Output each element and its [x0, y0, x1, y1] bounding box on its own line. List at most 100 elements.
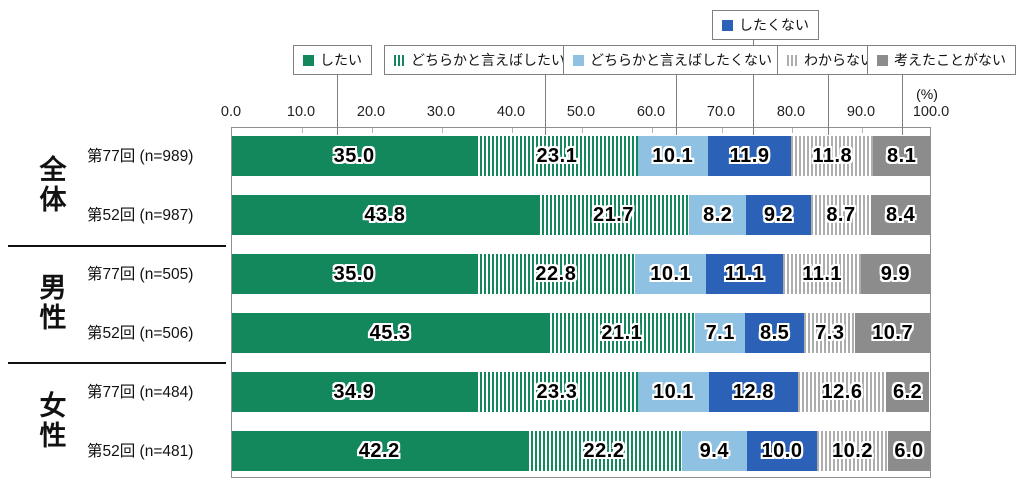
legend-leader-line: [545, 71, 546, 135]
bar-value-label: 10.1: [652, 144, 694, 167]
bar-value-label: 22.8: [535, 262, 577, 285]
bar-segment: 35.0: [232, 254, 477, 294]
bar-segment: 8.5: [745, 313, 805, 353]
bar-segment: 11.8: [791, 136, 874, 176]
group-separator: [8, 245, 226, 247]
bar-segment: 22.8: [476, 254, 636, 294]
legend-item: 考えたことがない: [867, 45, 1016, 75]
bar-segment: 11.9: [708, 136, 792, 176]
bar-value-label: 9.2: [763, 203, 794, 226]
bar-segment: 8.1: [873, 136, 930, 176]
axis-tick-mark: [792, 128, 793, 133]
bar-segment: 22.2: [526, 431, 682, 471]
group-label: 全体: [39, 154, 67, 215]
bar-segment: 10.2: [816, 431, 889, 471]
axis-tick-mark: [582, 128, 583, 133]
group-label: 男性: [39, 272, 67, 333]
legend-swatch-icon: [722, 19, 733, 31]
legend-label: したい: [320, 52, 362, 68]
bar-value-label: 8.7: [826, 203, 856, 226]
bar-value-label: 43.8: [364, 203, 406, 226]
bar-row: 35.0 22.8 10.1 11.1 11.1 9.9: [232, 254, 930, 294]
bar-segment: 10.0: [747, 431, 817, 471]
x-axis-tick-label: 90.0: [846, 104, 876, 120]
axis-tick-mark: [442, 128, 443, 133]
x-axis-tick-label: 0.0: [220, 104, 242, 120]
axis-unit-label: (%): [916, 86, 938, 102]
bar-value-label: 45.3: [369, 321, 411, 344]
legend-label: わからない: [804, 52, 874, 68]
bar-value-label: 11.8: [812, 144, 853, 167]
legend-item: したくない: [712, 10, 819, 40]
legend-leader-line: [753, 36, 754, 135]
bar-value-label: 21.7: [592, 203, 634, 226]
bar-value-label: 22.2: [583, 439, 625, 462]
legend-swatch-icon: [573, 54, 584, 66]
bar-segment: 8.7: [810, 195, 872, 235]
bar-value-label: 6.2: [892, 380, 923, 403]
bar-row: 43.8 21.7 8.2 9.2 8.7 8.4: [232, 195, 930, 235]
bar-segment: 21.7: [537, 195, 690, 235]
x-axis-tick-label: 70.0: [706, 104, 736, 120]
legend-label: 考えたことがない: [894, 52, 1006, 68]
bar-segment: 12.6: [798, 372, 886, 412]
bar-value-label: 12.8: [732, 380, 774, 403]
legend-leader-line: [902, 71, 903, 135]
axis-tick-mark: [372, 128, 373, 133]
bar-value-label: 21.1: [601, 321, 643, 344]
bar-segment: 9.2: [746, 195, 811, 235]
axis-tick-mark: [302, 128, 303, 133]
axis-tick-mark: [652, 128, 653, 133]
bar-segment: 23.3: [475, 372, 639, 412]
bar-segment: 10.1: [637, 136, 709, 176]
legend-item: したい: [293, 45, 372, 75]
x-axis-tick-label: 30.0: [426, 104, 456, 120]
bar-value-label: 12.6: [821, 380, 863, 403]
bar-row-label: 第77回 (n=989): [87, 148, 194, 165]
bar-row-label: 第52回 (n=987): [87, 207, 194, 224]
x-axis-tick-label: 80.0: [776, 104, 806, 120]
bar-value-label: 42.2: [358, 439, 400, 462]
bar-value-label: 7.1: [705, 321, 735, 344]
bar-value-label: 10.2: [832, 439, 873, 462]
bar-row: 45.3 21.1 7.1 8.5 7.3 10.7: [232, 313, 930, 353]
x-axis-tick-label: 100.0: [912, 104, 950, 120]
bar-value-label: 11.1: [802, 262, 843, 285]
bar-value-label: 11.1: [724, 262, 765, 285]
bar-segment: 7.3: [804, 313, 856, 353]
bar-row-label: 第52回 (n=481): [87, 443, 194, 460]
bar-segment: 9.4: [681, 431, 748, 471]
bar-segment: 9.9: [860, 254, 930, 294]
bar-row-label: 第77回 (n=505): [87, 266, 194, 283]
group-label: 女性: [39, 390, 67, 451]
bar-segment: 45.3: [232, 313, 549, 353]
bar-value-label: 8.1: [887, 144, 917, 167]
bar-value-label: 10.0: [761, 439, 803, 462]
legend-leader-line: [337, 71, 338, 135]
x-axis-tick-label: 60.0: [636, 104, 666, 120]
bar-segment: 10.1: [635, 254, 706, 294]
bar-value-label: 11.9: [729, 144, 770, 167]
bar-segment: 12.8: [708, 372, 799, 412]
bar-segment: 6.2: [885, 372, 930, 412]
legend-label: したくない: [739, 17, 809, 33]
bar-segment: 7.1: [695, 313, 745, 353]
bar-segment: 8.2: [689, 195, 747, 235]
legend-leader-line: [828, 71, 829, 135]
plot-area: 35.0 23.1 10.1 11.9 11.8 8.1 43.8 21.7 8.2 9.2 8.7…: [231, 127, 931, 478]
bar-value-label: 35.0: [333, 262, 375, 285]
bar-value-label: 23.3: [536, 380, 578, 403]
legend-swatch-icon: [394, 54, 405, 66]
legend-swatch-icon: [303, 54, 314, 66]
legend-swatch-icon: [787, 54, 798, 66]
legend-swatch-icon: [877, 54, 888, 66]
bar-row-label: 第52回 (n=506): [87, 325, 194, 342]
bar-value-label: 34.9: [333, 380, 375, 403]
bar-segment: 35.0: [232, 136, 477, 176]
bar-value-label: 10.7: [872, 321, 914, 344]
bar-value-label: 8.5: [760, 321, 790, 344]
axis-tick-mark: [512, 128, 513, 133]
bar-segment: 21.1: [548, 313, 696, 353]
bar-value-label: 9.4: [699, 439, 729, 462]
